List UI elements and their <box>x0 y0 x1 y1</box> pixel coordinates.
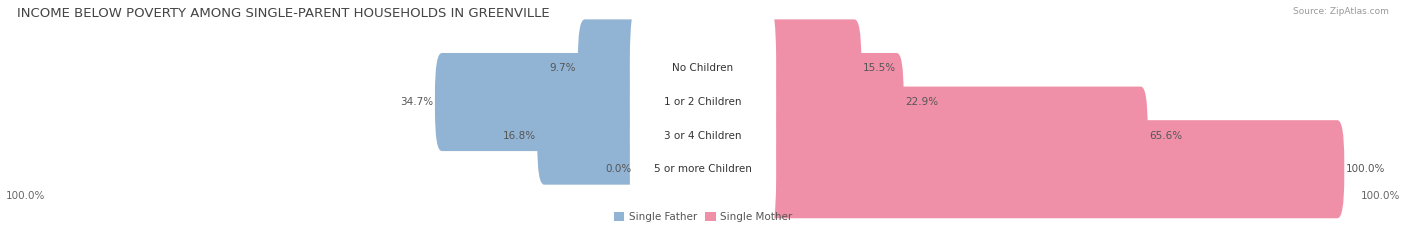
FancyBboxPatch shape <box>759 53 904 151</box>
Text: INCOME BELOW POVERTY AMONG SINGLE-PARENT HOUSEHOLDS IN GREENVILLE: INCOME BELOW POVERTY AMONG SINGLE-PARENT… <box>17 7 550 20</box>
FancyBboxPatch shape <box>0 20 1406 184</box>
FancyBboxPatch shape <box>630 66 776 205</box>
Text: 65.6%: 65.6% <box>1149 131 1182 141</box>
FancyBboxPatch shape <box>630 0 776 138</box>
FancyBboxPatch shape <box>759 87 1147 185</box>
Text: 100.0%: 100.0% <box>1361 191 1400 201</box>
Text: No Children: No Children <box>672 63 734 73</box>
FancyBboxPatch shape <box>0 87 1406 233</box>
Text: Source: ZipAtlas.com: Source: ZipAtlas.com <box>1294 7 1389 16</box>
Text: 100.0%: 100.0% <box>1346 164 1385 174</box>
FancyBboxPatch shape <box>578 19 647 117</box>
Text: 34.7%: 34.7% <box>401 97 433 107</box>
Text: 3 or 4 Children: 3 or 4 Children <box>664 131 742 141</box>
FancyBboxPatch shape <box>759 120 1344 218</box>
Text: 5 or more Children: 5 or more Children <box>654 164 752 174</box>
Text: 15.5%: 15.5% <box>863 63 896 73</box>
Text: 22.9%: 22.9% <box>905 97 938 107</box>
Legend: Single Father, Single Mother: Single Father, Single Mother <box>610 208 796 226</box>
FancyBboxPatch shape <box>537 87 647 185</box>
FancyBboxPatch shape <box>0 54 1406 218</box>
Text: 1 or 2 Children: 1 or 2 Children <box>664 97 742 107</box>
Text: 0.0%: 0.0% <box>606 164 631 174</box>
FancyBboxPatch shape <box>0 0 1406 151</box>
FancyBboxPatch shape <box>630 33 776 171</box>
FancyBboxPatch shape <box>434 53 647 151</box>
Text: 100.0%: 100.0% <box>6 191 45 201</box>
Text: 16.8%: 16.8% <box>502 131 536 141</box>
Text: 9.7%: 9.7% <box>550 63 576 73</box>
FancyBboxPatch shape <box>759 19 862 117</box>
FancyBboxPatch shape <box>630 100 776 233</box>
